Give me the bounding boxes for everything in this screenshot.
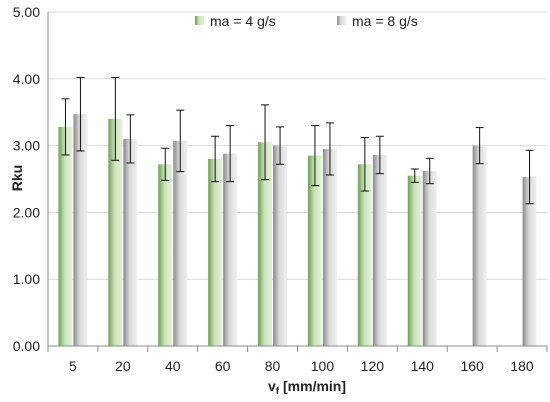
y-tick-label: 5.00 xyxy=(13,4,40,20)
bar xyxy=(258,142,273,346)
y-tick-label: 4.00 xyxy=(13,71,40,87)
bar xyxy=(108,118,123,346)
x-tick-label: 100 xyxy=(311,358,335,374)
bar xyxy=(357,164,372,346)
bar xyxy=(422,170,437,346)
legend-swatch-ma-4 xyxy=(195,16,204,25)
x-tick-label: 140 xyxy=(411,358,435,374)
y-tick-labels: 0.00 1.00 2.00 3.00 4.00 5.00 xyxy=(13,4,40,354)
bar xyxy=(472,145,487,346)
bar xyxy=(407,175,422,346)
y-axis-title: Rku xyxy=(9,165,25,191)
bar xyxy=(273,145,288,346)
gridlines xyxy=(48,11,547,347)
y-tick-label: 2.00 xyxy=(13,204,40,220)
bar xyxy=(307,155,322,346)
x-tick-labels: 5 20 40 60 80 100 120 140 160 180 xyxy=(69,358,534,374)
x-axis-title: vf [mm/min] xyxy=(268,378,346,397)
legend-label-ma-8: ma = 8 g/s xyxy=(352,13,418,29)
y-tick-label: 1.00 xyxy=(13,271,40,287)
legend: ma = 4 g/s ma = 8 g/s xyxy=(195,13,418,29)
bars xyxy=(58,114,537,347)
bar xyxy=(123,138,138,346)
bar xyxy=(372,154,387,346)
x-tick-label: 20 xyxy=(115,358,131,374)
y-tick-label: 3.00 xyxy=(13,138,40,154)
x-tick-label: 120 xyxy=(361,358,385,374)
bar xyxy=(158,164,173,346)
bar xyxy=(208,158,223,346)
axes xyxy=(47,12,548,352)
bar xyxy=(522,176,537,346)
error-bars xyxy=(61,76,534,205)
bar xyxy=(173,140,188,346)
x-tick-label: 160 xyxy=(460,358,484,374)
legend-swatch-ma-8 xyxy=(337,16,346,25)
x-tick-label: 5 xyxy=(69,358,77,374)
x-tick-label: 180 xyxy=(510,358,534,374)
x-tick-label: 80 xyxy=(265,358,281,374)
bar xyxy=(322,148,337,346)
y-tick-label: 0.00 xyxy=(13,338,40,354)
x-tick-label: 60 xyxy=(215,358,231,374)
bar xyxy=(223,153,238,346)
bar xyxy=(58,126,73,347)
bar xyxy=(73,114,88,346)
x-tick-label: 40 xyxy=(165,358,181,374)
legend-label-ma-4: ma = 4 g/s xyxy=(210,13,276,29)
